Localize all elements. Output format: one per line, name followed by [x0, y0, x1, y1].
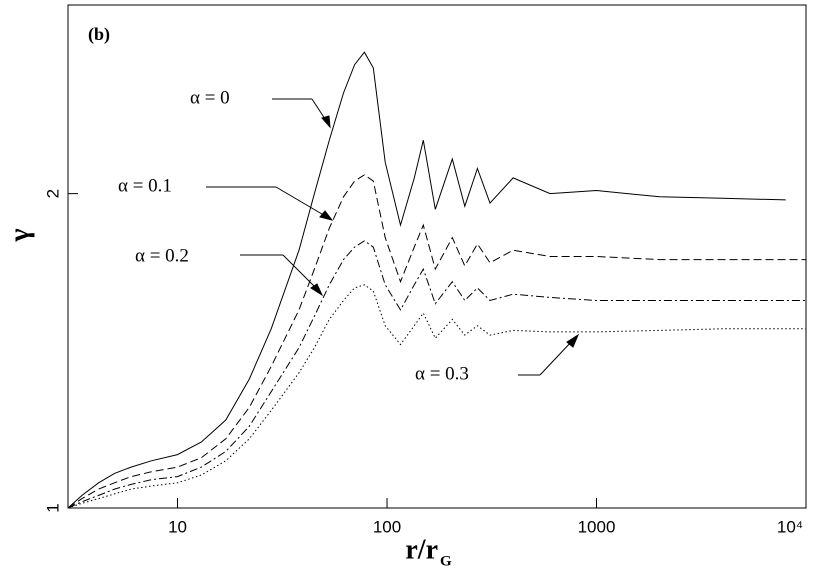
y-tick-label: 2 [43, 189, 62, 198]
series-annotation: α = 0.1 [118, 175, 172, 196]
series-line [67, 51, 786, 509]
x-tick-label: 10⁴ [777, 517, 803, 536]
x-axis-label: r/r [405, 534, 438, 565]
panel-label: (b) [88, 24, 110, 45]
x-tick-label: 1000 [578, 517, 616, 536]
x-tick-label: 10 [168, 517, 187, 536]
y-axis-label: γ [4, 228, 35, 242]
annotation-arrows [206, 98, 580, 376]
series-annotation: α = 0.2 [135, 245, 189, 266]
x-axis-label-sub: G [440, 553, 452, 569]
plot-frame [67, 4, 807, 509]
series-line [67, 284, 806, 509]
y-tick-label: 1 [43, 503, 62, 512]
series-line [67, 240, 806, 509]
series-line [67, 174, 806, 509]
series-annotation: α = 0.3 [415, 363, 469, 384]
series-annotation: α = 0 [190, 87, 230, 108]
x-tick-label: 100 [373, 517, 401, 536]
